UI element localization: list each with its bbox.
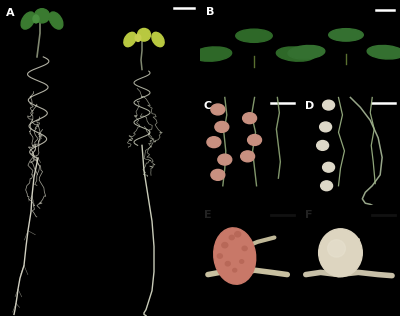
Ellipse shape xyxy=(33,15,39,23)
Ellipse shape xyxy=(319,229,362,277)
Ellipse shape xyxy=(214,228,256,284)
Text: F: F xyxy=(305,210,312,220)
Text: C: C xyxy=(204,101,212,111)
Ellipse shape xyxy=(152,32,164,47)
Text: D: D xyxy=(305,101,314,111)
Ellipse shape xyxy=(34,9,50,23)
Ellipse shape xyxy=(248,135,262,145)
Ellipse shape xyxy=(320,122,332,132)
Ellipse shape xyxy=(225,262,230,266)
Ellipse shape xyxy=(276,47,315,61)
Text: B: B xyxy=(206,7,214,17)
Ellipse shape xyxy=(21,12,35,29)
Ellipse shape xyxy=(124,32,136,47)
Ellipse shape xyxy=(236,29,272,42)
Ellipse shape xyxy=(207,137,221,148)
Ellipse shape xyxy=(367,46,400,59)
Ellipse shape xyxy=(215,121,229,132)
Ellipse shape xyxy=(323,100,334,110)
Ellipse shape xyxy=(135,34,141,41)
Ellipse shape xyxy=(243,113,256,124)
Ellipse shape xyxy=(329,29,363,41)
Ellipse shape xyxy=(321,181,332,191)
Text: A: A xyxy=(6,8,15,18)
Text: E: E xyxy=(204,210,212,220)
Ellipse shape xyxy=(240,260,244,263)
Ellipse shape xyxy=(328,240,346,257)
Ellipse shape xyxy=(241,151,254,162)
Ellipse shape xyxy=(242,246,247,251)
Ellipse shape xyxy=(49,12,63,29)
Ellipse shape xyxy=(211,104,225,115)
Ellipse shape xyxy=(323,162,334,172)
Ellipse shape xyxy=(233,269,237,272)
Ellipse shape xyxy=(229,235,234,240)
Ellipse shape xyxy=(193,47,232,61)
Ellipse shape xyxy=(218,154,232,165)
Ellipse shape xyxy=(217,254,222,258)
Ellipse shape xyxy=(138,28,150,41)
Ellipse shape xyxy=(222,242,228,248)
Ellipse shape xyxy=(288,46,325,59)
Ellipse shape xyxy=(317,141,328,150)
Ellipse shape xyxy=(235,232,241,237)
Ellipse shape xyxy=(211,169,225,180)
